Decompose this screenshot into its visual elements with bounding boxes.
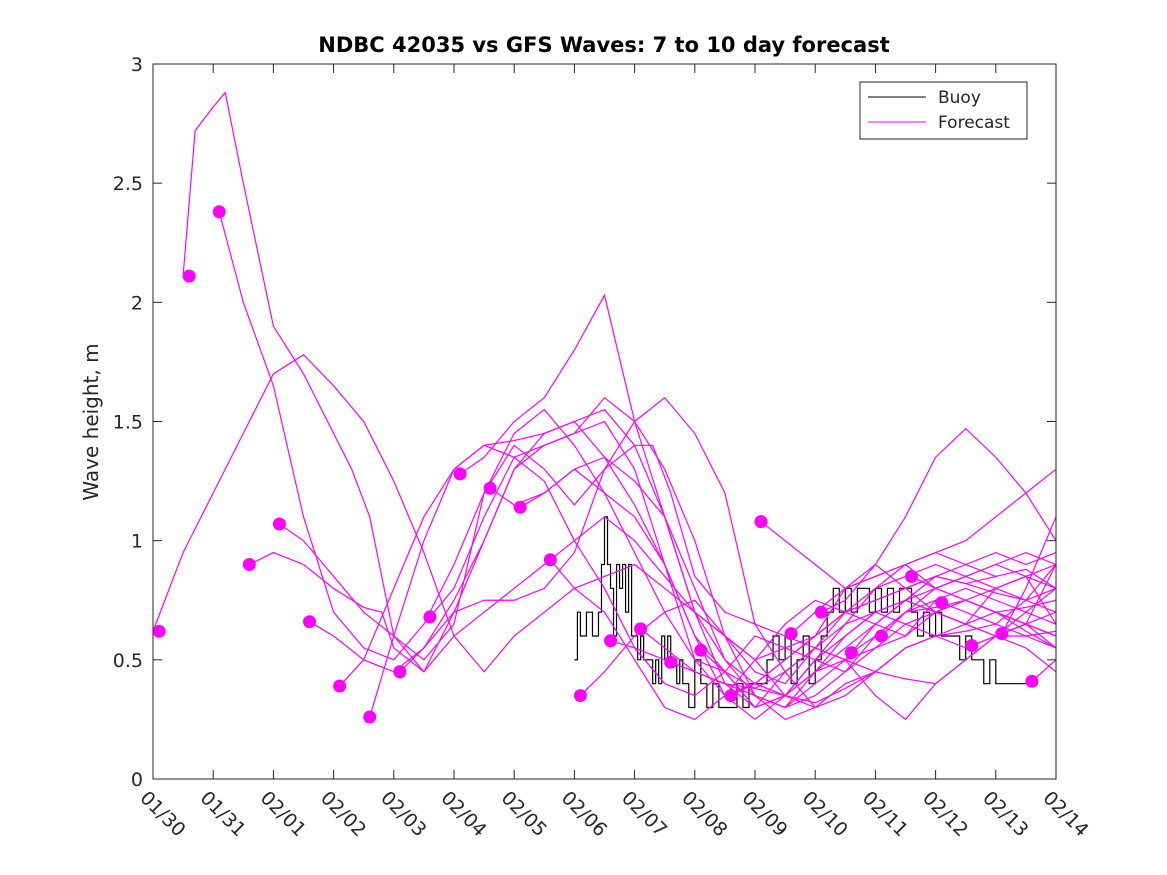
forecast-start-point — [182, 269, 196, 283]
forecast-run-line-27 — [941, 564, 1056, 625]
forecast-run-line-25 — [880, 563, 1056, 637]
chart-title: NDBC 42035 vs GFS Waves: 7 to 10 day for… — [318, 33, 889, 57]
y-axis-label: Wave height, m — [79, 343, 103, 500]
forecast-start-point — [333, 679, 347, 693]
forecast-start-point — [694, 643, 708, 657]
forecast-start-point — [784, 627, 798, 641]
y-tick-label: 3 — [131, 54, 143, 76]
legend-forecast-label: Forecast — [938, 113, 1010, 133]
forecast-start-point — [393, 665, 407, 679]
forecast-start-point — [212, 205, 226, 219]
forecast-start-point — [874, 629, 888, 643]
forecast-run-line-28 — [971, 587, 1056, 647]
forecast-run-line-26 — [911, 575, 1056, 637]
forecast-start-point — [242, 558, 256, 571]
forecast-start-point — [664, 655, 678, 669]
forecast-run-line-8 — [369, 408, 1056, 718]
y-tick-label: 0.5 — [113, 650, 143, 672]
forecast-start-point — [724, 689, 738, 703]
forecast-run-line-22 — [790, 468, 1056, 635]
forecast-run-line-14 — [549, 559, 1056, 721]
forecast-start-point — [363, 710, 377, 724]
y-tick-label: 0 — [131, 769, 143, 791]
forecast-start-point — [844, 646, 858, 660]
forecast-run-line-20 — [730, 575, 1056, 697]
forecast-start-point — [814, 605, 828, 619]
forecast-start-point — [995, 627, 1009, 641]
y-tick-label: 1.5 — [113, 412, 143, 434]
forecast-run-line-23 — [820, 427, 1056, 613]
forecast-run-line-29 — [1001, 516, 1056, 634]
forecast-start-point — [604, 634, 618, 648]
y-tick-label: 1 — [131, 531, 143, 553]
forecast-start-point — [152, 624, 166, 638]
y-tick-label: 2 — [131, 292, 143, 314]
legend-box — [859, 81, 1028, 140]
forecast-start-point — [935, 596, 949, 610]
forecast-start-point — [573, 689, 587, 703]
forecast-start-point — [965, 639, 979, 653]
forecast-run-line-12 — [489, 468, 1056, 721]
forecast-start-point — [483, 481, 497, 495]
forecast-start-point — [423, 610, 437, 624]
legend: Buoy Forecast — [859, 81, 1028, 140]
legend-buoy-label: Buoy — [938, 88, 981, 108]
forecast-start-point — [1025, 674, 1039, 688]
forecast-run-line-2 — [182, 91, 1056, 685]
forecast-start-point — [303, 615, 317, 629]
forecast-start-point — [453, 467, 467, 481]
forecast-start-point — [272, 517, 286, 531]
forecast-start-point — [513, 500, 527, 514]
forecast-run-line-4 — [249, 516, 816, 709]
forecast-start-point — [634, 622, 648, 636]
forecast-start-point — [905, 569, 919, 583]
y-tick-label: 2.5 — [113, 173, 143, 195]
forecast-start-point — [543, 553, 557, 567]
forecast-start-point — [754, 515, 768, 529]
